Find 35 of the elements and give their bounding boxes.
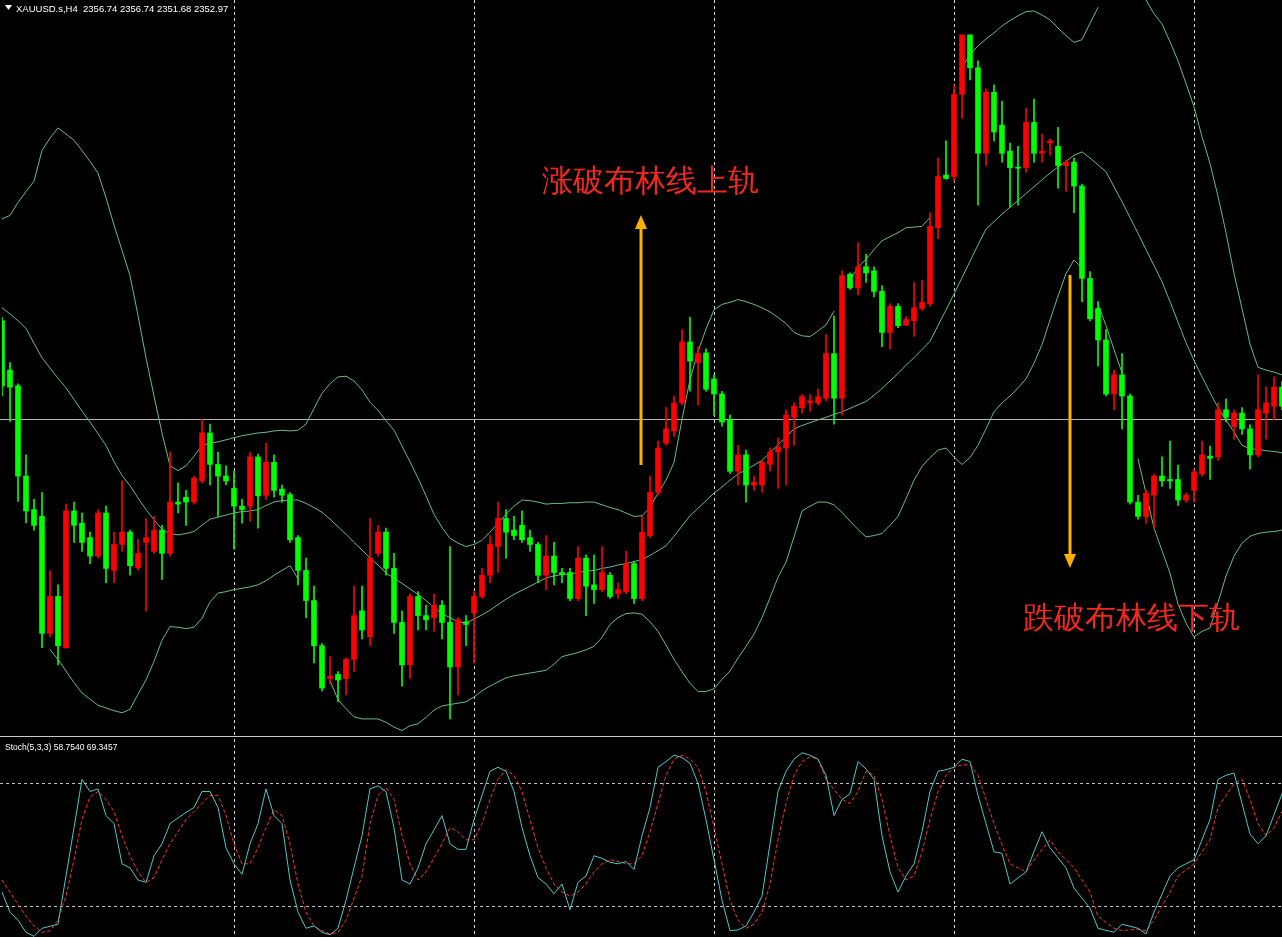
candlestick — [919, 280, 925, 311]
candlestick — [231, 470, 237, 550]
candlestick — [863, 254, 869, 283]
candlestick — [239, 499, 245, 524]
candlestick — [1263, 386, 1269, 440]
candlestick — [775, 437, 781, 489]
candlestick — [423, 605, 429, 631]
candlestick — [687, 317, 693, 392]
candlestick — [695, 346, 701, 406]
candlestick — [559, 568, 565, 584]
candlestick — [327, 656, 333, 685]
annotation: 涨破布林线上轨 — [541, 161, 759, 198]
annotation: 跌破布林线下轨 — [1022, 598, 1240, 635]
candlestick — [223, 465, 229, 486]
candlestick — [471, 591, 477, 664]
candlestick — [1015, 146, 1021, 206]
chart-title: XAUUSD.s,H4 2356.74 2356.74 2351.68 2352.97 — [16, 3, 229, 14]
candlestick — [1039, 133, 1045, 163]
candlestick — [1159, 456, 1165, 487]
candlestick — [591, 554, 597, 604]
candlestick — [1063, 159, 1069, 192]
candlestick — [511, 516, 517, 541]
candlestick — [1167, 440, 1173, 489]
chart-title: Stoch(5,3,3) 58.7540 69.3457 — [5, 742, 118, 752]
candlestick — [215, 451, 221, 517]
candlestick — [1207, 445, 1213, 480]
candlestick — [183, 490, 189, 526]
candlestick — [143, 518, 149, 612]
candlestick — [119, 480, 125, 552]
candlestick — [911, 282, 917, 337]
candlestick — [335, 671, 341, 703]
candlestick — [807, 394, 813, 412]
candlestick — [463, 615, 469, 647]
candlestick — [751, 475, 757, 491]
candlestick — [943, 140, 949, 180]
